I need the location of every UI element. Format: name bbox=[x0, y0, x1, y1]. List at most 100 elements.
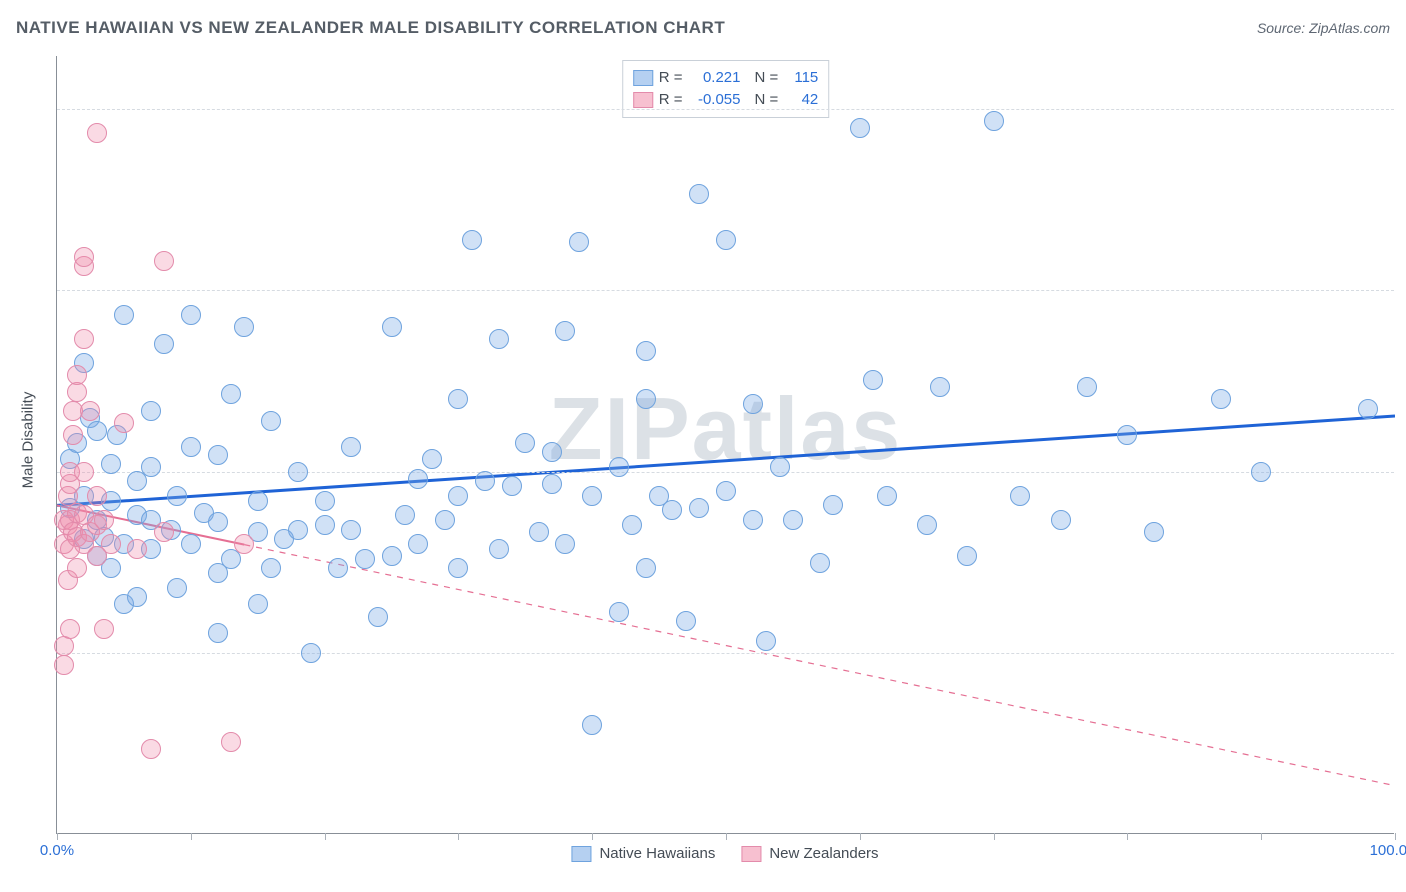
point-native_hawaiians bbox=[636, 558, 656, 578]
plot-outer: ZIPatlas R = 0.221 N = 115 R = -0.055 N … bbox=[56, 56, 1394, 834]
point-native_hawaiians bbox=[743, 394, 763, 414]
legend-swatch-blue bbox=[633, 70, 653, 86]
point-new_zealanders bbox=[60, 619, 80, 639]
source-credit: Source: ZipAtlas.com bbox=[1257, 20, 1390, 36]
point-native_hawaiians bbox=[716, 230, 736, 250]
point-native_hawaiians bbox=[877, 486, 897, 506]
point-native_hawaiians bbox=[368, 607, 388, 627]
point-native_hawaiians bbox=[234, 317, 254, 337]
legend-swatch bbox=[741, 846, 761, 862]
legend-r-label: R = bbox=[659, 67, 683, 89]
chart-title: NATIVE HAWAIIAN VS NEW ZEALANDER MALE DI… bbox=[16, 18, 725, 37]
x-tick-label: 100.0% bbox=[1370, 842, 1406, 859]
source-name: ZipAtlas.com bbox=[1309, 20, 1390, 36]
point-native_hawaiians bbox=[1251, 462, 1271, 482]
point-native_hawaiians bbox=[1144, 522, 1164, 542]
point-new_zealanders bbox=[87, 486, 107, 506]
point-native_hawaiians bbox=[341, 520, 361, 540]
point-new_zealanders bbox=[234, 534, 254, 554]
point-native_hawaiians bbox=[555, 534, 575, 554]
point-native_hawaiians bbox=[208, 623, 228, 643]
point-native_hawaiians bbox=[810, 553, 830, 573]
point-native_hawaiians bbox=[261, 411, 281, 431]
x-tick bbox=[191, 833, 192, 840]
point-native_hawaiians bbox=[208, 445, 228, 465]
point-native_hawaiians bbox=[462, 230, 482, 250]
point-native_hawaiians bbox=[582, 486, 602, 506]
point-new_zealanders bbox=[80, 401, 100, 421]
point-native_hawaiians bbox=[87, 421, 107, 441]
point-new_zealanders bbox=[67, 365, 87, 385]
legend-item: Native Hawaiians bbox=[571, 845, 715, 862]
point-native_hawaiians bbox=[167, 486, 187, 506]
legend-swatch-pink bbox=[633, 92, 653, 108]
point-native_hawaiians bbox=[301, 643, 321, 663]
gridline-h bbox=[57, 472, 1394, 473]
point-native_hawaiians bbox=[609, 457, 629, 477]
point-native_hawaiians bbox=[208, 512, 228, 532]
point-native_hawaiians bbox=[756, 631, 776, 651]
point-native_hawaiians bbox=[1117, 425, 1137, 445]
point-native_hawaiians bbox=[154, 334, 174, 354]
watermark: ZIPatlas bbox=[549, 378, 902, 480]
title-row: NATIVE HAWAIIAN VS NEW ZEALANDER MALE DI… bbox=[16, 18, 1390, 42]
point-native_hawaiians bbox=[181, 534, 201, 554]
y-tick-label: 15.0% bbox=[1400, 463, 1406, 480]
point-native_hawaiians bbox=[716, 481, 736, 501]
point-native_hawaiians bbox=[770, 457, 790, 477]
point-native_hawaiians bbox=[181, 305, 201, 325]
point-native_hawaiians bbox=[448, 558, 468, 578]
trend-dashed-new_zealanders bbox=[244, 545, 1395, 786]
point-native_hawaiians bbox=[382, 546, 402, 566]
point-native_hawaiians bbox=[248, 491, 268, 511]
point-native_hawaiians bbox=[783, 510, 803, 530]
point-native_hawaiians bbox=[1211, 389, 1231, 409]
point-native_hawaiians bbox=[408, 469, 428, 489]
point-new_zealanders bbox=[54, 655, 74, 675]
legend-r-value-1: 0.221 bbox=[689, 67, 741, 89]
point-native_hawaiians bbox=[248, 594, 268, 614]
x-tick bbox=[592, 833, 593, 840]
point-native_hawaiians bbox=[141, 457, 161, 477]
point-native_hawaiians bbox=[448, 486, 468, 506]
point-new_zealanders bbox=[74, 247, 94, 267]
point-native_hawaiians bbox=[823, 495, 843, 515]
point-native_hawaiians bbox=[448, 389, 468, 409]
legend-item: New Zealanders bbox=[741, 845, 878, 862]
point-new_zealanders bbox=[74, 329, 94, 349]
gridline-h bbox=[57, 109, 1394, 110]
x-tick-label: 0.0% bbox=[40, 842, 74, 859]
point-new_zealanders bbox=[141, 739, 161, 759]
point-native_hawaiians bbox=[542, 474, 562, 494]
point-native_hawaiians bbox=[1077, 377, 1097, 397]
point-native_hawaiians bbox=[475, 471, 495, 491]
legend-n-value-1: 115 bbox=[784, 67, 818, 89]
point-native_hawaiians bbox=[609, 602, 629, 622]
legend-n-value-2: 42 bbox=[784, 89, 818, 111]
legend-r-label: R = bbox=[659, 89, 683, 111]
point-native_hawaiians bbox=[850, 118, 870, 138]
point-native_hawaiians bbox=[636, 341, 656, 361]
legend-label: Native Hawaiians bbox=[599, 845, 715, 862]
x-tick bbox=[994, 833, 995, 840]
point-new_zealanders bbox=[221, 732, 241, 752]
x-tick bbox=[1261, 833, 1262, 840]
point-native_hawaiians bbox=[435, 510, 455, 530]
point-native_hawaiians bbox=[489, 539, 509, 559]
point-new_zealanders bbox=[127, 539, 147, 559]
point-native_hawaiians bbox=[181, 437, 201, 457]
point-native_hawaiians bbox=[529, 522, 549, 542]
point-native_hawaiians bbox=[395, 505, 415, 525]
point-native_hawaiians bbox=[1051, 510, 1071, 530]
gridline-h bbox=[57, 653, 1394, 654]
point-native_hawaiians bbox=[341, 437, 361, 457]
point-native_hawaiians bbox=[114, 305, 134, 325]
point-native_hawaiians bbox=[502, 476, 522, 496]
legend-series: Native Hawaiians New Zealanders bbox=[571, 845, 878, 862]
legend-r-value-2: -0.055 bbox=[689, 89, 741, 111]
point-native_hawaiians bbox=[984, 111, 1004, 131]
point-new_zealanders bbox=[101, 534, 121, 554]
point-native_hawaiians bbox=[863, 370, 883, 390]
point-new_zealanders bbox=[94, 619, 114, 639]
point-native_hawaiians bbox=[489, 329, 509, 349]
